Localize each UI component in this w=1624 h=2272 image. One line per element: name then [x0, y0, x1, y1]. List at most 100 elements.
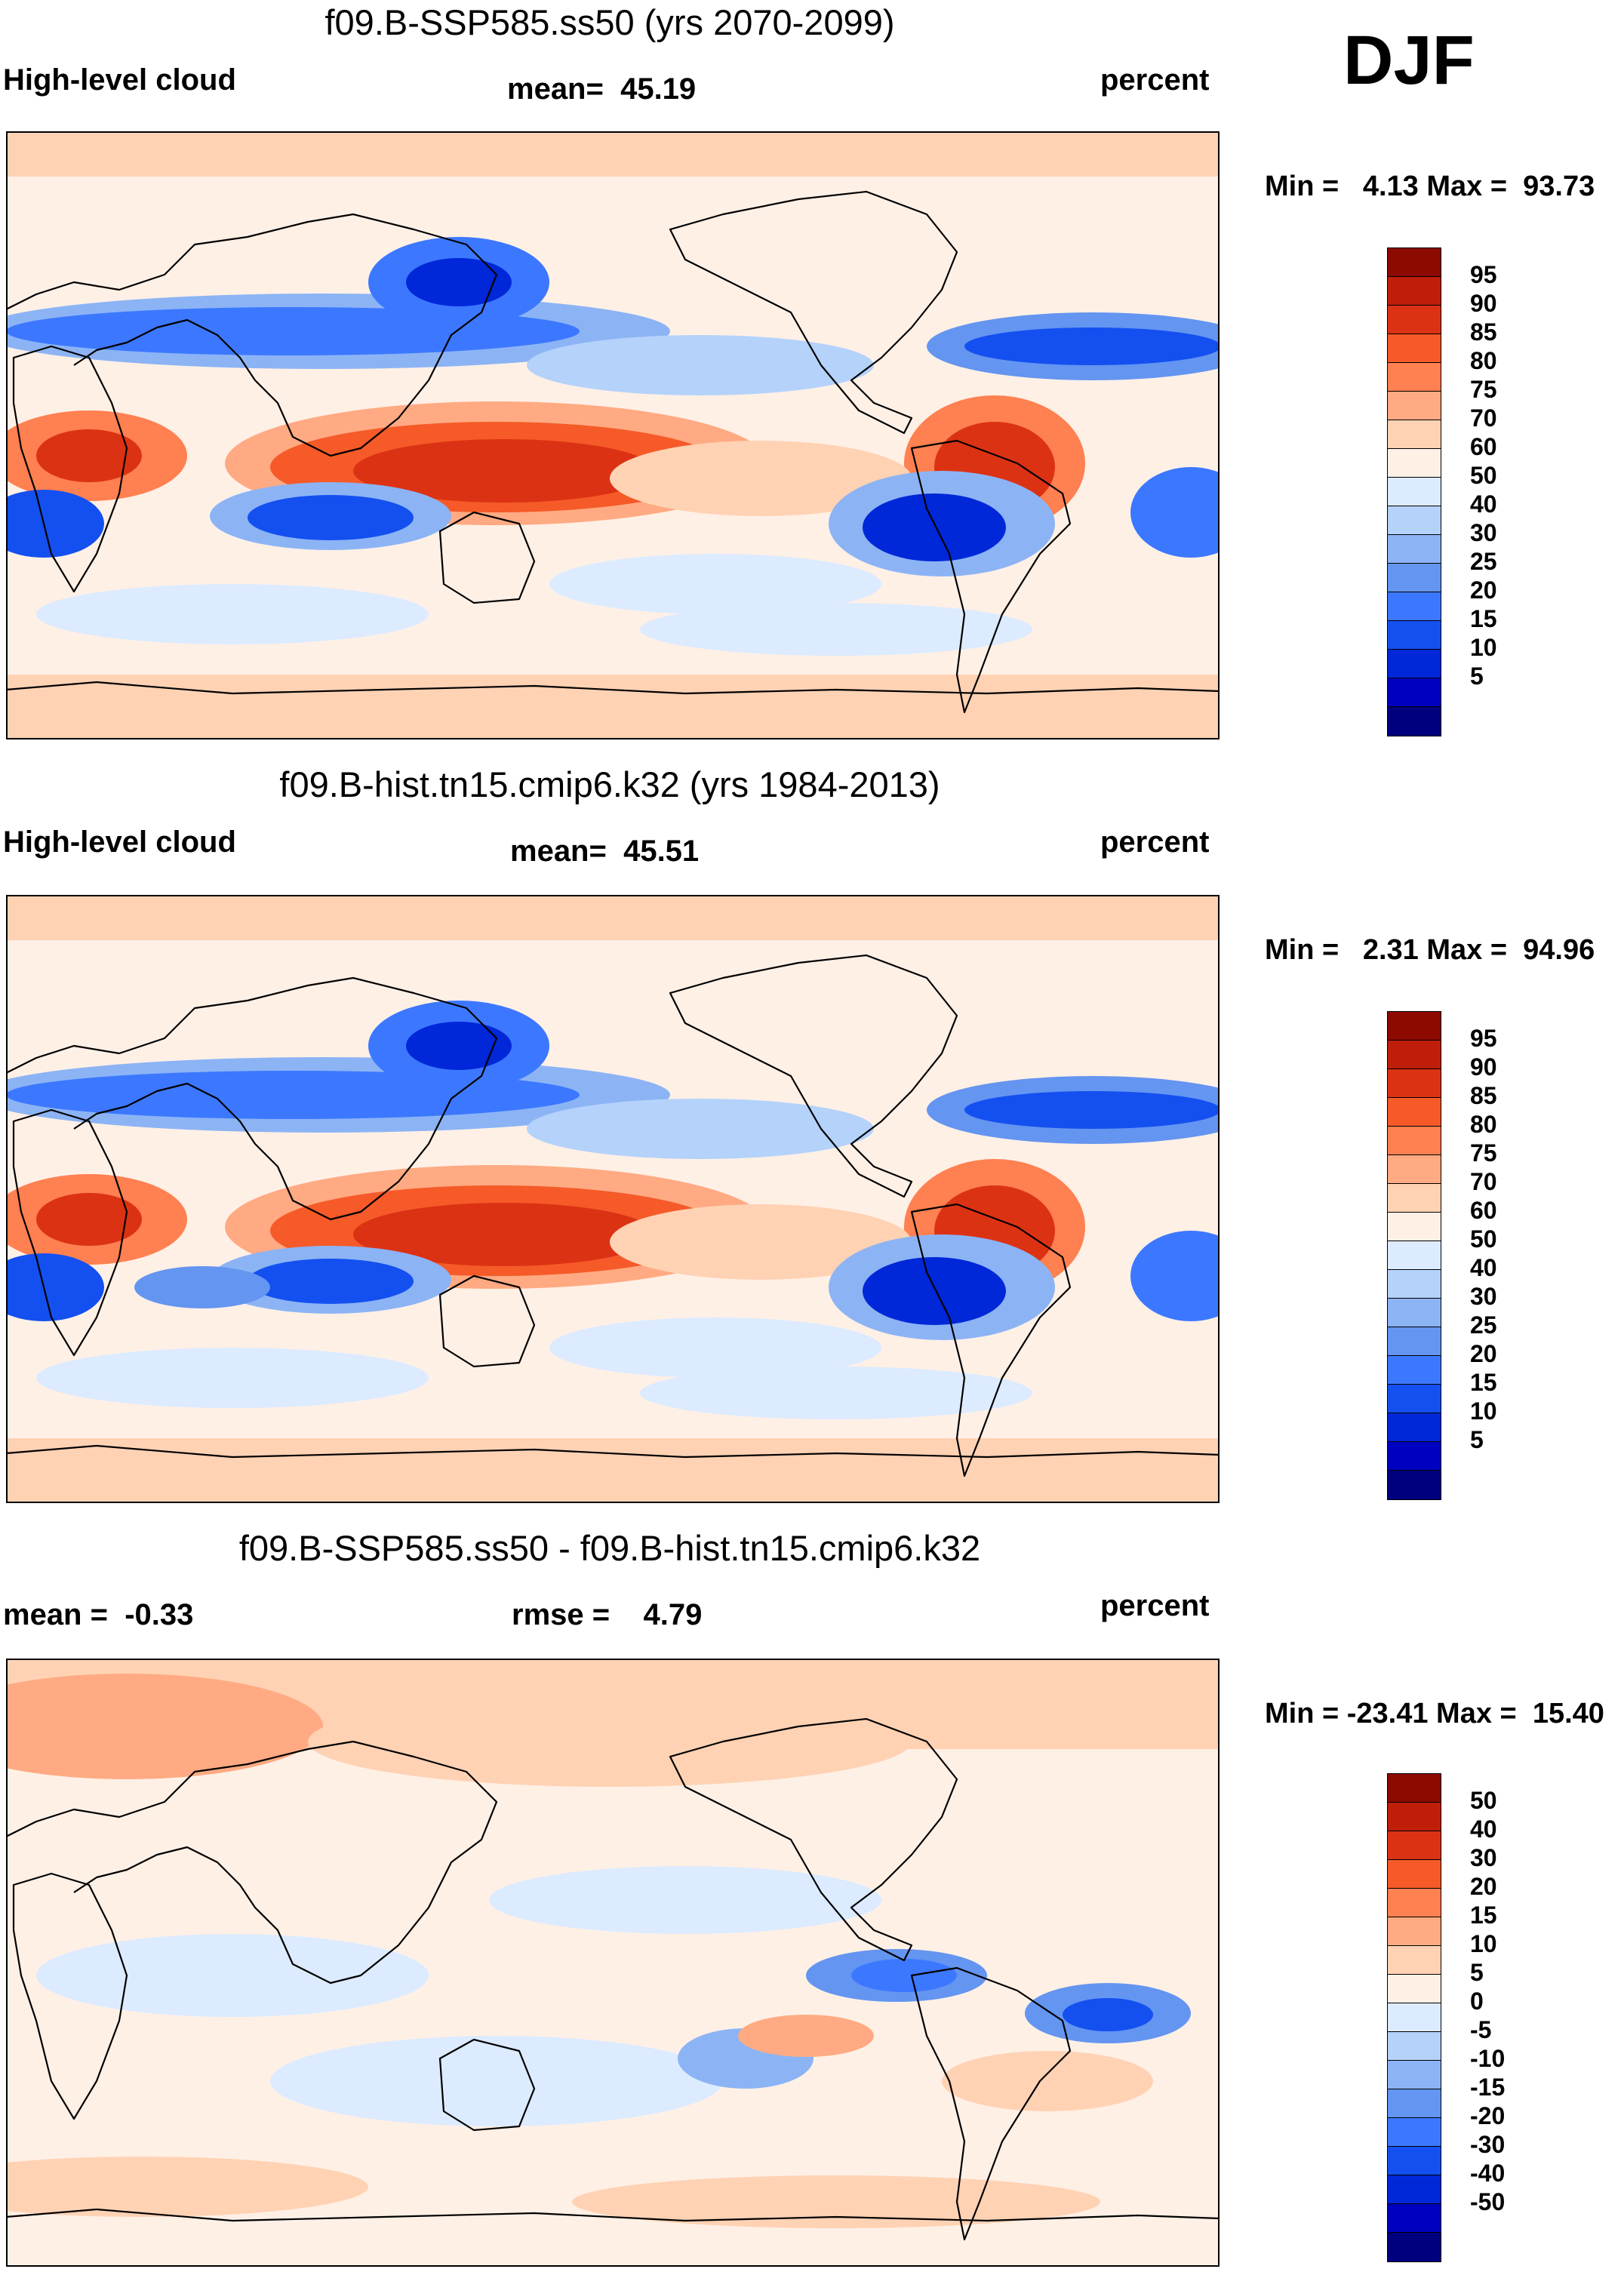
colorbar-swatch	[1387, 1888, 1441, 1918]
colorbar-swatch	[1387, 1212, 1441, 1242]
colorbar-tick-label: 15	[1470, 605, 1497, 632]
colorbar-swatch	[1387, 362, 1441, 392]
colorbar-swatch	[1387, 1384, 1441, 1414]
coastline-eurasia	[6, 976, 498, 1221]
colorbar-swatch	[1387, 1802, 1441, 1832]
field-contour	[36, 1934, 429, 2017]
colorbar-swatch	[1387, 1126, 1441, 1156]
colorbar-swatch	[1387, 2203, 1441, 2234]
colorbar-swatch	[1387, 1470, 1441, 1500]
colorbar-tick-label: 50	[1470, 1225, 1497, 1253]
panel-2-colorbar: 95 90 85 80 75 70 60 50 40 30 25 20 15 10 5	[1387, 1011, 1497, 1500]
colorbar-tick-label: 50	[1470, 1787, 1497, 1814]
colorbar-tick-label: 20	[1470, 1873, 1497, 1900]
colorbar-tick-label: 90	[1470, 290, 1497, 317]
panel-3-units-label: percent	[1100, 1589, 1210, 1622]
colorbar-swatch	[1387, 1040, 1441, 1070]
panel-1-units-label: percent	[1100, 63, 1210, 97]
panel-3-minmax: Min = -23.41 Max = 15.40	[1265, 1698, 1604, 1729]
colorbar-tick-label: 50	[1470, 462, 1497, 489]
coastline-africa	[12, 1872, 128, 2120]
colorbar-tick-label: 10	[1470, 1397, 1497, 1425]
coastline-north-america	[669, 1717, 958, 1962]
colorbar-tick-label: 10	[1470, 1930, 1497, 1957]
colorbar-tick-label: 75	[1470, 376, 1497, 403]
colorbar-swatch	[1387, 1298, 1441, 1328]
colorbar-swatch	[1387, 1011, 1441, 1041]
colorbar-tick-label: 40	[1470, 490, 1497, 518]
colorbar-swatch	[1387, 563, 1441, 593]
coastline-africa	[12, 345, 128, 593]
colorbar-tick-label: 95	[1470, 1025, 1497, 1052]
panel-3-rmse-label: rmse = 4.79	[512, 1598, 703, 1631]
field-contour	[1130, 467, 1220, 558]
field-contour	[36, 584, 429, 644]
field-contour	[851, 1959, 957, 1992]
coastline-antarctica	[6, 1444, 1220, 1459]
colorbar-swatch	[1387, 1269, 1441, 1299]
field-contour	[270, 2036, 723, 2126]
field-contour	[353, 1203, 655, 1266]
colorbar-tick-label: 25	[1470, 1311, 1497, 1339]
panel-1-minmax: Min = 4.13 Max = 93.73	[1265, 171, 1595, 202]
panel-3-colorbar: 50 40 30 20 15 10 5 0 -5 -10 -15 -20 -30 -40 -50	[1387, 1773, 1505, 2262]
colorbar-tick-label: 25	[1470, 548, 1497, 575]
panel-2-units-label: percent	[1100, 825, 1210, 859]
colorbar-tick-label: 20	[1470, 576, 1497, 604]
field-contour	[738, 2015, 874, 2057]
colorbar-tick-label: 15	[1470, 1902, 1497, 1929]
panel-3-map	[6, 1659, 1220, 2267]
colorbar-swatch	[1387, 2175, 1441, 2205]
colorbar-swatch	[1387, 1068, 1441, 1099]
colorbar-swatch	[1387, 1773, 1441, 1803]
field-band	[6, 675, 1220, 739]
field-contour	[6, 1674, 323, 1779]
colorbar-swatch	[1387, 1355, 1441, 1385]
colorbar-swatch	[1387, 305, 1441, 335]
field-contour	[964, 1091, 1220, 1129]
panel-1-variable-label: High-level cloud	[3, 63, 236, 97]
panel-1-title: f09.B-SSP585.ss50 (yrs 2070-2099)	[324, 2, 895, 42]
field-contour	[6, 1253, 104, 1321]
season-label: DJF	[1343, 22, 1475, 99]
field-contour	[134, 1266, 270, 1308]
field-contour	[406, 1022, 512, 1070]
colorbar-tick-label: 10	[1470, 634, 1497, 661]
colorbar-swatch	[1387, 2031, 1441, 2061]
coastline-africa	[12, 1108, 128, 1357]
colorbar-tick-label: -30	[1470, 2131, 1506, 2158]
coastline-australia	[438, 1274, 536, 1368]
colorbar-tick-label: 30	[1470, 519, 1497, 546]
colorbar-swatch	[1387, 1945, 1441, 1975]
colorbar-swatch	[1387, 1413, 1441, 1443]
field-contour	[1063, 1998, 1153, 2031]
colorbar-swatch	[1387, 2232, 1441, 2262]
colorbar-swatch	[1387, 2146, 1441, 2176]
colorbar-swatch	[1387, 534, 1441, 564]
field-contour	[353, 439, 655, 503]
colorbar-swatch	[1387, 620, 1441, 650]
colorbar-tick-label: -15	[1470, 2074, 1506, 2101]
field-contour	[527, 1099, 874, 1159]
coastline-north-america	[669, 954, 958, 1198]
colorbar-tick-label: 80	[1470, 347, 1497, 374]
colorbar-tick-label: -5	[1470, 2016, 1492, 2043]
colorbar-swatch	[1387, 477, 1441, 507]
field-contour	[610, 441, 912, 516]
colorbar-tick-label: 40	[1470, 1254, 1497, 1281]
colorbar-swatch	[1387, 420, 1441, 450]
field-band	[6, 895, 1220, 940]
colorbar-tick-label: 80	[1470, 1111, 1497, 1138]
colorbar-tick-label: -40	[1470, 2160, 1506, 2187]
colorbar-tick-label: 20	[1470, 1340, 1497, 1367]
panel-1-mean-label: mean= 45.19	[507, 72, 697, 106]
field-contour	[36, 1348, 429, 1408]
colorbar-swatch	[1387, 2117, 1441, 2147]
field-contour	[248, 1259, 414, 1304]
field-contour	[610, 1204, 912, 1280]
coastline-north-america	[669, 190, 958, 435]
colorbar-tick-label: 60	[1470, 1197, 1497, 1224]
colorbar-swatch	[1387, 1831, 1441, 1861]
colorbar-swatch	[1387, 592, 1441, 622]
colorbar-swatch	[1387, 1241, 1441, 1271]
